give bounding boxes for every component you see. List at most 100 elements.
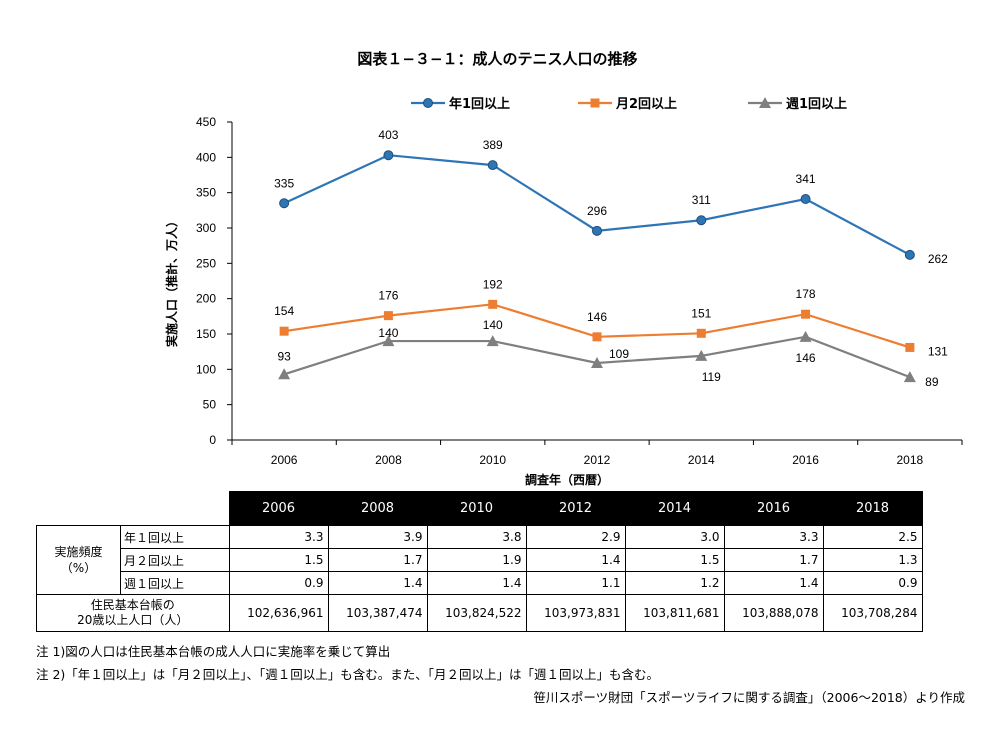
table-cell: 2.9 [525, 525, 626, 549]
row-label: 月２回以上 [120, 548, 230, 572]
table-cell: 3.8 [426, 525, 527, 549]
y-tick-label: 400 [196, 150, 216, 164]
table-cell: 1.2 [624, 571, 725, 595]
table-cell: 103,888,078 [723, 594, 824, 632]
year-header: 2006 [228, 491, 329, 526]
data-label: 403 [378, 128, 398, 142]
y-tick-label: 350 [196, 186, 216, 200]
y-axis-title: 実施人口（推計、万人） [164, 215, 179, 347]
table-row: 週１回以上 0.9 1.4 1.4 1.1 1.2 1.4 0.9 [37, 571, 923, 595]
table-cell: 1.4 [723, 571, 824, 595]
data-label: 296 [587, 204, 607, 218]
data-point [488, 299, 498, 309]
table-cell: 3.0 [624, 525, 725, 549]
legend-label: 年1回以上 [449, 96, 510, 112]
table-cell: 3.3 [723, 525, 824, 549]
data-point [591, 356, 603, 368]
data-label: 176 [378, 289, 398, 303]
data-point [905, 342, 915, 352]
table-cell: 103,708,284 [822, 594, 923, 632]
data-point [592, 225, 602, 236]
data-point [486, 335, 499, 347]
data-point [695, 349, 708, 361]
table-cell: 1.1 [525, 571, 626, 595]
table-cell: 103,973,831 [525, 594, 626, 632]
chart-title: 図表１−３−１：成人のテニス人口の推移 [357, 50, 638, 68]
year-header: 2008 [327, 491, 428, 526]
x-tick-label: 2014 [688, 453, 715, 467]
table-cell: 1.9 [426, 548, 527, 572]
data-point [696, 215, 707, 226]
data-point [383, 150, 394, 161]
x-tick-label: 2018 [897, 453, 924, 467]
source-note: 笹川スポーツ財団「スポーツライフに関する調査」（2006〜2018）より作成 [533, 690, 965, 705]
table-cell: 103,811,681 [624, 594, 725, 632]
y-tick-label: 200 [196, 292, 216, 306]
population-label: 住民基本台帳の 20歳以上人口（人） [36, 594, 230, 632]
table-cell: 1.4 [327, 571, 428, 595]
data-label: 146 [796, 351, 816, 365]
y-tick-label: 0 [209, 433, 216, 447]
x-tick-label: 2006 [271, 453, 298, 467]
table-cell: 1.7 [327, 548, 428, 572]
table-cell: 103,387,474 [327, 594, 428, 632]
data-point [487, 160, 498, 171]
data-point [799, 330, 812, 342]
table-cell: 3.3 [228, 525, 329, 549]
data-point [383, 311, 393, 321]
data-point [800, 194, 811, 205]
population-label-text: 住民基本台帳の 20歳以上人口（人） [77, 598, 189, 627]
data-point [279, 326, 289, 336]
year-header: 2012 [525, 491, 626, 526]
data-label: 178 [796, 287, 816, 301]
year-header: 2014 [624, 491, 725, 526]
data-label: 151 [691, 306, 711, 320]
table-cell: 1.7 [723, 548, 824, 572]
data-label: 140 [483, 318, 503, 332]
table-cell: 1.3 [822, 548, 923, 572]
table-cell: 1.4 [426, 571, 527, 595]
data-label: 89 [925, 375, 939, 389]
data-point [382, 335, 395, 347]
y-tick-label: 50 [203, 398, 217, 412]
data-point [801, 309, 811, 319]
data-label: 93 [277, 349, 291, 363]
table-row: 実施頻度 （%） 年１回以上 3.3 3.9 3.8 2.9 3.0 3.3 2.… [36, 525, 923, 595]
data-label: 341 [796, 172, 816, 186]
table-row: 月２回以上 1.5 1.7 1.9 1.4 1.5 1.7 1.3 [37, 548, 923, 572]
data-point [696, 328, 706, 338]
table-cell: 0.9 [228, 571, 329, 595]
y-tick-label: 450 [196, 115, 216, 129]
y-tick-label: 150 [196, 327, 216, 341]
table-row: 住民基本台帳の 20歳以上人口（人） 102,636,961 103,387,47… [36, 594, 923, 632]
table-cell: 1.5 [228, 548, 329, 572]
y-tick-label: 100 [196, 362, 216, 376]
y-tick-label: 300 [196, 221, 216, 235]
data-label: 109 [609, 347, 629, 361]
legend-label: 月2回以上 [615, 97, 677, 112]
y-tick-label: 250 [196, 256, 216, 270]
frequency-table: 2006 2008 2010 2012 2014 2016 2018 実施頻度（… [36, 491, 923, 632]
data-point [904, 249, 915, 260]
note-2: 注 2)「年１回以上」は「月２回以上」、「週１回以上」も含む。また、「月２回以上… [36, 667, 660, 682]
data-label: 131 [928, 344, 948, 358]
data-label: 192 [483, 277, 503, 291]
table-header-row: 2006 2008 2010 2012 2014 2016 2018 [37, 491, 923, 526]
table-cell: 1.5 [624, 548, 725, 572]
legend-marker [423, 98, 433, 108]
data-point [278, 368, 291, 380]
x-tick-label: 2008 [375, 453, 402, 467]
table-cell: 0.9 [822, 571, 923, 595]
legend-marker [590, 98, 600, 108]
data-label: 389 [483, 138, 503, 152]
year-header: 2018 [822, 491, 923, 526]
data-label: 311 [692, 193, 711, 207]
data-point [279, 198, 290, 209]
data-label: 146 [587, 310, 607, 324]
note-1: 注 1)図の人口は住民基本台帳の成人人口に実施率を乗じて算出 [36, 644, 391, 659]
data-label: 140 [378, 326, 398, 340]
table-cell: 102,636,961 [228, 594, 329, 632]
year-header: 2016 [723, 491, 824, 526]
x-axis-title: 調査年（西暦） [525, 472, 609, 487]
data-label: 119 [702, 370, 721, 384]
